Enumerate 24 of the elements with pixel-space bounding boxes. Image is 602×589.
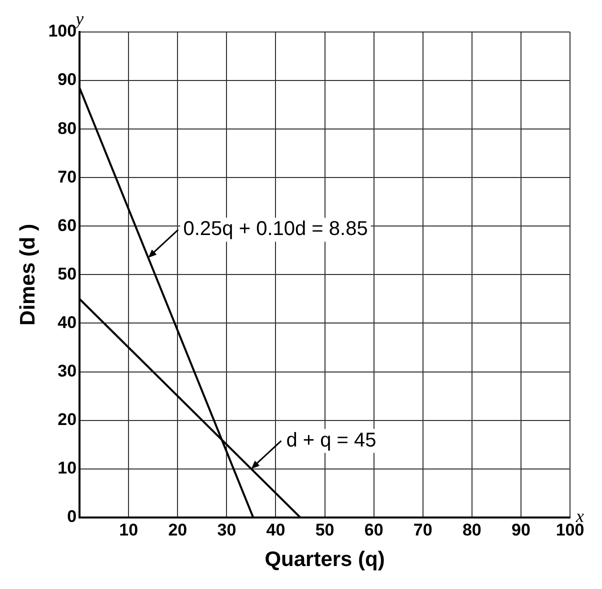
y-tick-label: 60 — [58, 216, 77, 235]
annotation: 0.25q + 0.10d = 8.85 — [183, 218, 368, 240]
y-tick-label: 20 — [58, 410, 77, 430]
y-tick-label: 80 — [58, 118, 77, 138]
y-axis-title: Dimes (d ) — [16, 224, 40, 326]
x-tick-label: 20 — [168, 520, 188, 540]
y-tick-label: 100 — [48, 22, 77, 41]
y-tick-label: 50 — [58, 264, 77, 284]
y-tick-label: 30 — [58, 361, 77, 380]
x-tick-label: 60 — [364, 520, 384, 540]
x-tick-label: 30 — [217, 520, 236, 540]
x-tick-label: 10 — [119, 520, 138, 540]
annotation: d + q = 45 — [286, 429, 376, 452]
y-tick-label: 70 — [58, 167, 77, 186]
y-tick-label: 10 — [58, 458, 77, 478]
y-tick-label: 0 — [67, 507, 77, 526]
x-tick-label: 90 — [511, 520, 530, 540]
x-tick-label: 70 — [413, 520, 432, 540]
x-tick-label: 50 — [315, 520, 334, 540]
x-axis-title: Quarters (q) — [264, 548, 385, 572]
y-tick-label: 40 — [58, 312, 77, 332]
y-tick-label: 90 — [58, 70, 77, 90]
x-tick-label: 80 — [462, 520, 482, 540]
x-tick-label: 40 — [266, 520, 286, 540]
